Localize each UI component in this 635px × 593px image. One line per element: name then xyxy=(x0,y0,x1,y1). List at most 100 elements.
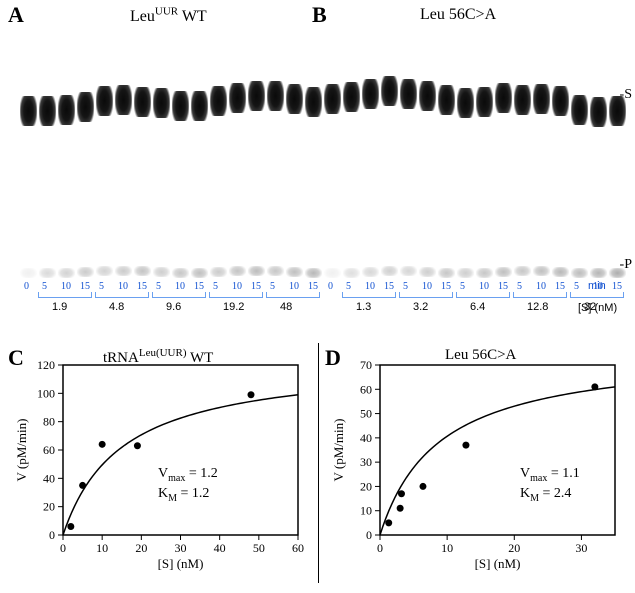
svg-text:10: 10 xyxy=(441,541,453,555)
concentration-label: 12.8 xyxy=(527,301,548,313)
gel-band-substrate xyxy=(96,86,113,116)
data-point xyxy=(248,391,255,398)
gel-band-product xyxy=(286,267,303,277)
chart-C: tRNALeu(UUR) WT 020406080100120010203040… xyxy=(8,345,308,580)
gel-band-substrate xyxy=(495,83,512,113)
time-tick: 10 xyxy=(479,281,489,292)
time-tick: 15 xyxy=(555,281,565,292)
vertical-divider xyxy=(318,343,319,583)
svg-text:50: 50 xyxy=(360,407,372,421)
gel-band-substrate xyxy=(267,81,284,111)
svg-text:40: 40 xyxy=(360,431,372,445)
gel-band-product xyxy=(533,266,550,276)
time-tick: 10 xyxy=(422,281,432,292)
gel-band-substrate xyxy=(476,87,493,117)
time-tick: 15 xyxy=(384,281,394,292)
time-tick: 5 xyxy=(42,281,47,292)
gel-band-product xyxy=(324,268,341,278)
svg-text:60: 60 xyxy=(43,443,55,457)
panel-A-title-text: LeuUUR WT xyxy=(130,8,207,25)
gel-band-product xyxy=(552,267,569,277)
gel-band-substrate xyxy=(286,84,303,114)
data-point xyxy=(419,483,426,490)
gel-band-product xyxy=(571,268,588,278)
time-tick-zero: 0 xyxy=(24,281,29,292)
conc-unit-label: [S] (nM) xyxy=(578,302,617,314)
group-bracket xyxy=(342,292,396,298)
gel-band-product xyxy=(495,267,512,277)
kinetic-params: Vmax = 1.1KM = 2.4 xyxy=(520,465,580,505)
time-tick: 10 xyxy=(536,281,546,292)
gel-band-substrate xyxy=(571,95,588,125)
data-point xyxy=(397,505,404,512)
svg-text:30: 30 xyxy=(360,455,372,469)
concentration-label: 3.2 xyxy=(413,301,428,313)
svg-text:70: 70 xyxy=(360,358,372,372)
panel-B-title: Leu 56C>A xyxy=(420,6,496,24)
group-bracket xyxy=(38,292,92,298)
gel-band-substrate xyxy=(191,91,208,121)
gel-band-product xyxy=(457,268,474,278)
gel-band-product xyxy=(476,268,493,278)
time-tick: 15 xyxy=(137,281,147,292)
time-tick: 10 xyxy=(365,281,375,292)
product-label: -P xyxy=(620,257,632,273)
substrate-label: -S xyxy=(620,87,632,103)
gel-band-product xyxy=(305,268,322,278)
gel-band-product xyxy=(77,267,94,277)
svg-text:10: 10 xyxy=(96,541,108,555)
group-bracket xyxy=(152,292,206,298)
gel-band-substrate xyxy=(590,97,607,127)
svg-text:60: 60 xyxy=(360,382,372,396)
gel-band-product xyxy=(267,266,284,276)
svg-text:20: 20 xyxy=(135,541,147,555)
gel-band-product xyxy=(134,266,151,276)
data-point xyxy=(67,523,74,530)
gel-band-substrate xyxy=(39,96,56,126)
group-bracket xyxy=(456,292,510,298)
group-bracket xyxy=(399,292,453,298)
gel-band-substrate xyxy=(58,95,75,125)
svg-text:0: 0 xyxy=(377,541,383,555)
svg-text:120: 120 xyxy=(37,358,55,372)
gel-band-substrate xyxy=(77,92,94,122)
gel-band-product xyxy=(438,268,455,278)
gel-band-product xyxy=(362,267,379,277)
data-point xyxy=(398,490,405,497)
time-tick: 10 xyxy=(289,281,299,292)
time-tick: 15 xyxy=(251,281,261,292)
gel-band-product xyxy=(39,268,56,278)
chart-D: Leu 56C>A 0102030405060700102030V (pM/mi… xyxy=(325,345,625,580)
concentration-label: 48 xyxy=(280,301,292,313)
gel-band-product xyxy=(153,267,170,277)
gel-band-substrate xyxy=(381,76,398,106)
chart-svg: 0102030405060700102030V (pM/min)[S] (nM) xyxy=(325,345,625,575)
svg-text:[S] (nM): [S] (nM) xyxy=(475,556,521,571)
svg-text:100: 100 xyxy=(37,386,55,400)
gel-band-product xyxy=(20,268,37,278)
time-tick: 5 xyxy=(517,281,522,292)
group-bracket xyxy=(513,292,567,298)
gel-band-substrate xyxy=(248,81,265,111)
gel-band-substrate xyxy=(362,79,379,109)
svg-text:20: 20 xyxy=(508,541,520,555)
gel-band-substrate xyxy=(134,87,151,117)
data-point xyxy=(79,482,86,489)
concentration-label: 1.9 xyxy=(52,301,67,313)
panel-B-label: B xyxy=(312,2,327,28)
gel-band-product xyxy=(590,268,607,278)
gel-band-substrate xyxy=(210,86,227,116)
gel-band-substrate xyxy=(400,79,417,109)
gel-band-substrate xyxy=(419,81,436,111)
gel-band-substrate xyxy=(20,96,37,126)
gel-band-substrate xyxy=(457,88,474,118)
svg-text:V (pM/min): V (pM/min) xyxy=(14,419,29,482)
gel-band-product xyxy=(229,266,246,276)
gel-band-product xyxy=(191,268,208,278)
gel-band-product xyxy=(115,266,132,276)
time-tick: 5 xyxy=(156,281,161,292)
gel-band-substrate xyxy=(438,85,455,115)
time-tick: 5 xyxy=(460,281,465,292)
gel-band-product xyxy=(248,266,265,276)
time-tick: 10 xyxy=(175,281,185,292)
